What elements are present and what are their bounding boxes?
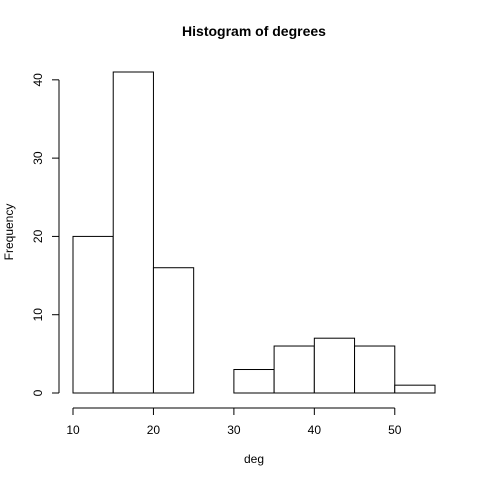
histogram-bar-30-35 bbox=[233, 369, 275, 394]
histogram-bar-20-25 bbox=[152, 267, 195, 394]
x-tick-label: 30 bbox=[227, 423, 241, 437]
x-tick-label: 20 bbox=[147, 423, 161, 437]
x-tick-label: 50 bbox=[388, 423, 402, 437]
x-tick-label: 10 bbox=[66, 423, 80, 437]
histogram-bar-45-50 bbox=[354, 345, 396, 394]
y-axis-label: Frequency bbox=[2, 204, 16, 261]
bars-group bbox=[72, 71, 436, 394]
y-tick-label: 40 bbox=[31, 73, 45, 87]
y-tick-label: 30 bbox=[31, 151, 45, 165]
histogram-bar-10-15 bbox=[72, 235, 114, 394]
y-tick-label: 0 bbox=[31, 389, 45, 396]
x-axis: 10 20 30 40 50 bbox=[66, 407, 402, 437]
histogram-bar-40-45 bbox=[313, 337, 356, 394]
y-axis: 0 10 20 30 40 bbox=[31, 73, 60, 396]
histogram-bar-35-40 bbox=[273, 345, 315, 394]
histogram-bar-50-55 bbox=[394, 384, 436, 394]
chart-title: Histogram of degrees bbox=[182, 23, 326, 39]
histogram-bar-15-20 bbox=[112, 71, 154, 394]
y-tick-label: 20 bbox=[31, 229, 45, 243]
x-tick-label: 40 bbox=[308, 423, 322, 437]
x-axis-label: deg bbox=[244, 452, 264, 466]
y-tick-label: 10 bbox=[31, 308, 45, 322]
